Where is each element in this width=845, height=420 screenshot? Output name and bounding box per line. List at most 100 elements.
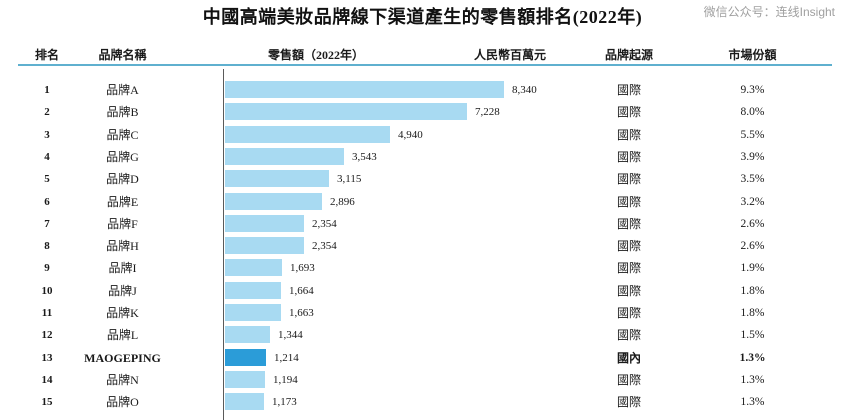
value-bar — [225, 125, 390, 143]
retail-sales-value: 1,214 — [274, 351, 299, 364]
rank-number: 15 — [41, 396, 53, 409]
brand-name: 品牌I — [108, 261, 137, 276]
brand-origin: 國際 — [616, 306, 641, 320]
highlight-bar — [225, 348, 266, 366]
value-bar — [225, 370, 265, 388]
brand-origin: 國際 — [616, 105, 641, 120]
column-header-market-share: 市場份額 — [728, 48, 777, 62]
brand-name: 品牌N — [106, 372, 139, 387]
column-header-brand-name: 品牌名稱 — [98, 48, 147, 62]
brand-name: 品牌O — [106, 395, 139, 410]
brand-origin: 國際 — [616, 283, 641, 298]
header-divider-line — [18, 64, 832, 66]
page-title: 中國高端美妝品牌線下渠道產生的零售額排名(2022年) — [202, 7, 643, 27]
value-bar — [225, 170, 329, 188]
market-share: 1.5% — [740, 329, 765, 342]
brand-name: 品牌G — [106, 149, 139, 164]
rank-number: 7 — [44, 217, 50, 230]
value-bar — [225, 214, 304, 232]
watermark-text: 微信公众号：连线Insight — [703, 5, 835, 19]
rank-number: 10 — [41, 284, 53, 297]
retail-sales-value: 1,693 — [290, 262, 315, 275]
rank-number: 12 — [41, 329, 53, 342]
brand-name: 品牌F — [107, 216, 138, 231]
brand-name: 品牌K — [106, 306, 139, 320]
rank-number: 1 — [44, 84, 50, 96]
market-share: 1.3% — [740, 396, 765, 409]
table-row: 15 品牌O 1,173 國際 1.3% — [0, 391, 845, 413]
value-bar — [225, 393, 264, 411]
value-bar — [225, 81, 504, 98]
value-bar — [225, 304, 281, 321]
table-row: 5 品牌D 3,115 國際 3.5% — [0, 168, 845, 190]
retail-sales-value: 2,354 — [312, 217, 337, 230]
retail-sales-value: 8,340 — [512, 84, 537, 96]
value-bar — [225, 237, 304, 255]
rank-number: 4 — [44, 150, 50, 163]
brand-name: 品牌E — [106, 194, 139, 209]
brand-name: 品牌D — [106, 172, 139, 187]
value-bar — [225, 259, 282, 277]
table-row: 7 品牌F 2,354 國際 2.6% — [0, 213, 845, 235]
market-share: 1.9% — [740, 262, 765, 275]
brand-origin: 國際 — [616, 194, 641, 209]
bar-chart-axis-line — [223, 69, 224, 420]
rank-number: 9 — [44, 262, 50, 275]
retail-sales-value: 4,940 — [398, 128, 423, 141]
brand-origin: 國際 — [616, 216, 641, 231]
table-row: 9 品牌I 1,693 國際 1.9% — [0, 257, 845, 279]
retail-sales-value: 1,173 — [272, 396, 297, 409]
rank-number: 14 — [41, 373, 53, 386]
column-header-retail-sales: 零售額（2022年） — [268, 48, 365, 62]
table-row: 2 品牌B 7,228 國際 8.0% — [0, 101, 845, 123]
column-header-rmb-million: 人民幣百萬元 — [473, 48, 546, 62]
market-share: 9.3% — [740, 84, 765, 96]
table-row: 1 品牌A 8,340 國際 9.3% — [0, 79, 845, 101]
brand-origin: 國際 — [616, 149, 641, 164]
brand-name: 品牌L — [106, 328, 139, 343]
market-share: 8.0% — [740, 106, 765, 119]
value-bar — [225, 281, 281, 299]
table-row: 4 品牌G 3,543 國際 3.9% — [0, 146, 845, 168]
rank-number: 2 — [44, 106, 50, 119]
rank-number: 3 — [44, 128, 50, 141]
rank-number: 6 — [44, 195, 50, 208]
retail-sales-value: 7,228 — [475, 106, 500, 119]
table-row: 10 品牌J 1,664 國際 1.8% — [0, 280, 845, 302]
retail-sales-value: 2,354 — [312, 240, 337, 253]
value-bar — [225, 103, 467, 121]
brand-name: 品牌H — [106, 239, 139, 254]
brand-origin: 國際 — [616, 328, 641, 343]
market-share: 3.2% — [740, 195, 765, 208]
column-header-rank: 排名 — [34, 48, 59, 62]
retail-sales-value: 1,194 — [273, 373, 298, 386]
table-row: 3 品牌C 4,940 國際 5.5% — [0, 124, 845, 146]
market-share: 3.5% — [740, 173, 765, 186]
market-share: 1.3% — [739, 351, 766, 364]
rank-number: 13 — [41, 351, 53, 364]
brand-origin: 國際 — [616, 127, 641, 142]
brand-origin: 國內 — [616, 350, 641, 365]
table-row: 13 MAOGEPING 1,214 國內 1.3% — [0, 347, 845, 369]
value-bar — [225, 147, 344, 165]
column-header-brand-origin: 品牌起源 — [604, 48, 653, 62]
market-share: 1.8% — [740, 307, 765, 319]
market-share: 1.3% — [740, 373, 765, 386]
market-share: 2.6% — [740, 217, 765, 230]
table-row: 14 品牌N 1,194 國際 1.3% — [0, 369, 845, 391]
rank-number: 5 — [44, 173, 50, 186]
brand-name: 品牌C — [106, 127, 139, 142]
market-share: 5.5% — [740, 128, 765, 141]
brand-origin: 國際 — [616, 261, 641, 276]
brand-origin: 國際 — [616, 395, 641, 410]
brand-origin: 國際 — [616, 83, 641, 97]
market-share: 1.8% — [740, 284, 765, 297]
table-row: 6 品牌E 2,896 國際 3.2% — [0, 191, 845, 213]
table-row: 12 品牌L 1,344 國際 1.5% — [0, 324, 845, 346]
retail-sales-value: 3,543 — [352, 150, 377, 163]
retail-sales-value: 1,663 — [289, 307, 314, 319]
value-bar — [225, 326, 270, 344]
brand-name: 品牌J — [108, 283, 137, 298]
retail-sales-value: 1,344 — [278, 329, 303, 342]
rank-number: 11 — [41, 307, 53, 319]
